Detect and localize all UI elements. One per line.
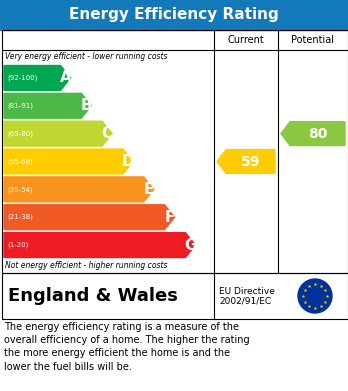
- Polygon shape: [4, 233, 195, 258]
- Bar: [2, 273, 348, 319]
- Polygon shape: [281, 122, 345, 145]
- Text: (55-68): (55-68): [7, 158, 33, 165]
- Text: Energy Efficiency Rating: Energy Efficiency Rating: [69, 7, 279, 23]
- Polygon shape: [4, 205, 175, 230]
- Bar: [2, 30, 348, 273]
- Text: 80: 80: [308, 127, 327, 141]
- Polygon shape: [217, 150, 275, 174]
- Polygon shape: [4, 93, 92, 118]
- Text: D: D: [122, 154, 134, 169]
- Text: E: E: [144, 182, 154, 197]
- Text: (92-100): (92-100): [7, 75, 37, 81]
- Bar: [0, 0, 348, 30]
- Text: A: A: [60, 70, 71, 85]
- Text: (81-91): (81-91): [7, 102, 33, 109]
- Text: G: G: [184, 238, 197, 253]
- Text: (69-80): (69-80): [7, 130, 33, 137]
- Polygon shape: [4, 66, 71, 90]
- Text: Not energy efficient - higher running costs: Not energy efficient - higher running co…: [5, 261, 167, 270]
- Text: EU Directive: EU Directive: [219, 287, 275, 296]
- Polygon shape: [4, 121, 112, 146]
- Text: (21-38): (21-38): [7, 214, 33, 221]
- Text: (1-20): (1-20): [7, 242, 29, 248]
- Text: C: C: [102, 126, 113, 141]
- Text: B: B: [80, 98, 92, 113]
- Text: The energy efficiency rating is a measure of the
overall efficiency of a home. T: The energy efficiency rating is a measur…: [4, 322, 250, 371]
- Text: England & Wales: England & Wales: [8, 287, 178, 305]
- Text: 59: 59: [241, 154, 260, 169]
- Text: 2002/91/EC: 2002/91/EC: [219, 296, 271, 305]
- Text: Very energy efficient - lower running costs: Very energy efficient - lower running co…: [5, 52, 167, 61]
- Text: F: F: [164, 210, 175, 225]
- Text: Current: Current: [228, 35, 264, 45]
- Text: (39-54): (39-54): [7, 186, 33, 193]
- Polygon shape: [4, 177, 154, 202]
- Text: Potential: Potential: [292, 35, 334, 45]
- Circle shape: [298, 279, 332, 313]
- Polygon shape: [4, 149, 133, 174]
